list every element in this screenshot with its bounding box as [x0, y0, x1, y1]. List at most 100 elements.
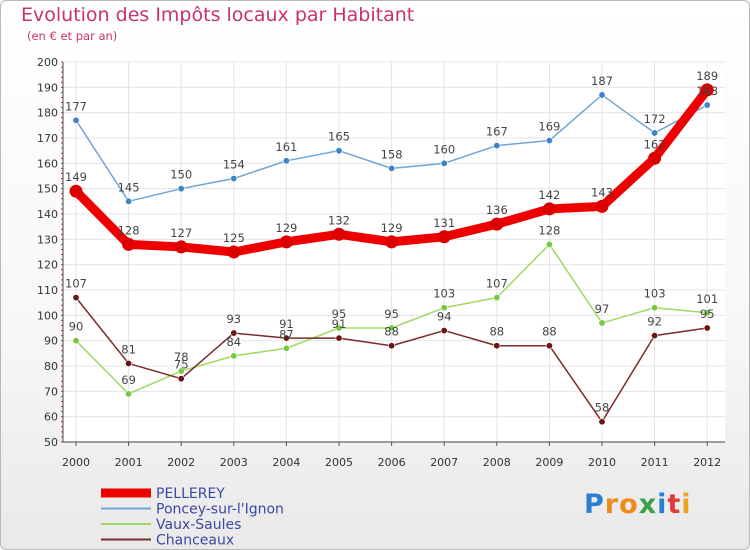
data-label-vaux-saules-2007: 103	[433, 287, 455, 301]
data-label-poncey-sur-l-ignon-2008: 167	[486, 125, 508, 139]
y-tick-label-130: 130	[37, 233, 58, 246]
y-tick-label-60: 60	[44, 411, 58, 424]
data-point-chanceaux-2008	[493, 342, 501, 350]
data-label-poncey-sur-l-ignon-2009: 169	[538, 120, 560, 134]
logo-letter: r	[604, 489, 620, 520]
data-point-pellerey-2008	[490, 217, 504, 231]
legend-label-vaux-saules: Vaux-Saules	[156, 517, 241, 533]
data-label-vaux-saules-2011: 103	[644, 287, 666, 301]
data-label-pellerey-2009: 142	[538, 188, 560, 202]
y-tick-label-110: 110	[37, 284, 58, 297]
data-point-chanceaux-2005	[335, 334, 343, 342]
data-point-poncey-sur-l-ignon-2005	[335, 147, 343, 155]
logo-letter: P	[584, 489, 605, 520]
y-tick-label-160: 160	[37, 157, 58, 170]
x-tick-label-2011: 2011	[641, 456, 669, 469]
data-label-pellerey-2006: 129	[381, 221, 403, 235]
x-tick-label-2010: 2010	[588, 456, 616, 469]
data-label-pellerey-2007: 131	[433, 216, 455, 230]
data-label-vaux-saules-2009: 128	[538, 223, 560, 237]
y-tick-label-80: 80	[44, 360, 58, 373]
x-tick-label-2001: 2001	[115, 456, 143, 469]
logo-letter: o	[619, 489, 639, 520]
data-label-poncey-sur-l-ignon-2007: 160	[433, 142, 455, 156]
data-point-vaux-saules-2008	[493, 294, 501, 302]
y-tick-label-50: 50	[44, 436, 58, 449]
y-tick-label-120: 120	[37, 259, 58, 272]
y-tick-label-170: 170	[37, 132, 58, 145]
data-label-poncey-sur-l-ignon-2011: 172	[644, 112, 666, 126]
x-tick-label-2005: 2005	[325, 456, 353, 469]
y-tick-label-70: 70	[44, 385, 58, 398]
data-label-chanceaux-2006: 88	[384, 325, 399, 339]
data-point-chanceaux-2001	[125, 359, 133, 367]
data-label-pellerey-2002: 127	[170, 226, 192, 240]
data-point-chanceaux-2011	[651, 332, 659, 340]
data-label-poncey-sur-l-ignon-2003: 154	[223, 158, 245, 172]
data-label-poncey-sur-l-ignon-2012: 183	[696, 84, 718, 98]
chart-title: Evolution des Impôts locaux par Habitant	[21, 4, 415, 26]
x-tick-label-2006: 2006	[378, 456, 406, 469]
data-label-vaux-saules-2000: 90	[69, 320, 84, 334]
data-label-chanceaux-2008: 88	[489, 325, 504, 339]
data-label-chanceaux-2005: 91	[332, 317, 347, 331]
data-point-poncey-sur-l-ignon-2009	[545, 137, 553, 145]
legend-label-pellerey: PELLEREY	[156, 486, 225, 502]
x-tick-label-2007: 2007	[430, 456, 458, 469]
logo-letter: i	[681, 489, 692, 520]
data-label-vaux-saules-2006: 95	[384, 307, 399, 321]
data-point-pellerey-2011	[648, 151, 662, 165]
data-point-poncey-sur-l-ignon-2007	[440, 159, 448, 167]
logo-letter: x	[638, 489, 658, 520]
legend: PELLEREYPoncey-sur-l'IgnonVaux-SaulesCha…	[101, 486, 284, 549]
data-point-poncey-sur-l-ignon-2006	[388, 164, 396, 172]
y-tick-label-100: 100	[37, 309, 58, 322]
data-point-pellerey-2012	[700, 83, 714, 97]
data-point-poncey-sur-l-ignon-2012	[703, 101, 711, 109]
series-layer	[69, 83, 714, 426]
data-point-vaux-saules-2003	[230, 352, 238, 360]
data-point-vaux-saules-2002	[177, 367, 185, 375]
data-point-pellerey-2005	[332, 227, 346, 241]
legend-label-poncey-sur-l-ignon: Poncey-sur-l'Ignon	[156, 502, 284, 518]
data-point-chanceaux-2010	[598, 418, 606, 426]
axis-layer: 50 60 70 80 90 100 110 120 130 140 150 160 170 180 190…	[37, 56, 725, 469]
data-point-vaux-saules-2000	[72, 337, 80, 345]
data-point-pellerey-2003	[227, 245, 241, 259]
data-label-chanceaux-2011: 92	[647, 315, 662, 329]
data-point-pellerey-2002	[174, 240, 188, 254]
data-label-vaux-saules-2010: 97	[595, 302, 610, 316]
x-tick-label-2008: 2008	[483, 456, 511, 469]
data-point-chanceaux-2007	[440, 327, 448, 335]
data-label-poncey-sur-l-ignon-2005: 165	[328, 130, 350, 144]
data-point-chanceaux-2003	[230, 329, 238, 337]
data-point-vaux-saules-2004	[282, 344, 290, 352]
data-label-pellerey-2000: 149	[65, 170, 87, 184]
data-label-chanceaux-2004: 91	[279, 317, 294, 331]
y-tick-label-180: 180	[37, 107, 58, 120]
logo-letter: i	[657, 489, 668, 520]
data-label-chanceaux-2002: 75	[174, 358, 189, 372]
plot-area	[63, 62, 725, 442]
data-label-vaux-saules-2005: 95	[332, 307, 347, 321]
data-label-vaux-saules-2002: 78	[174, 350, 189, 364]
data-point-pellerey-2010	[595, 199, 609, 213]
data-point-pellerey-2001	[122, 237, 136, 251]
data-label-chanceaux-2010: 58	[595, 401, 610, 415]
data-label-chanceaux-2001: 81	[121, 342, 136, 356]
data-label-pellerey-2010: 143	[591, 185, 613, 199]
proxiti-logo: Proxiti	[584, 489, 692, 520]
data-point-chanceaux-2004	[282, 334, 290, 342]
data-point-poncey-sur-l-ignon-2003	[230, 175, 238, 183]
y-tick-label-140: 140	[37, 208, 58, 221]
data-label-poncey-sur-l-ignon-2001: 145	[118, 180, 140, 194]
data-point-chanceaux-2002	[177, 375, 185, 383]
data-label-vaux-saules-2008: 107	[486, 277, 508, 291]
data-point-vaux-saules-2006	[388, 324, 396, 332]
x-tick-label-2009: 2009	[535, 456, 563, 469]
data-point-poncey-sur-l-ignon-2008	[493, 142, 501, 150]
data-point-chanceaux-2009	[545, 342, 553, 350]
data-point-vaux-saules-2007	[440, 304, 448, 312]
